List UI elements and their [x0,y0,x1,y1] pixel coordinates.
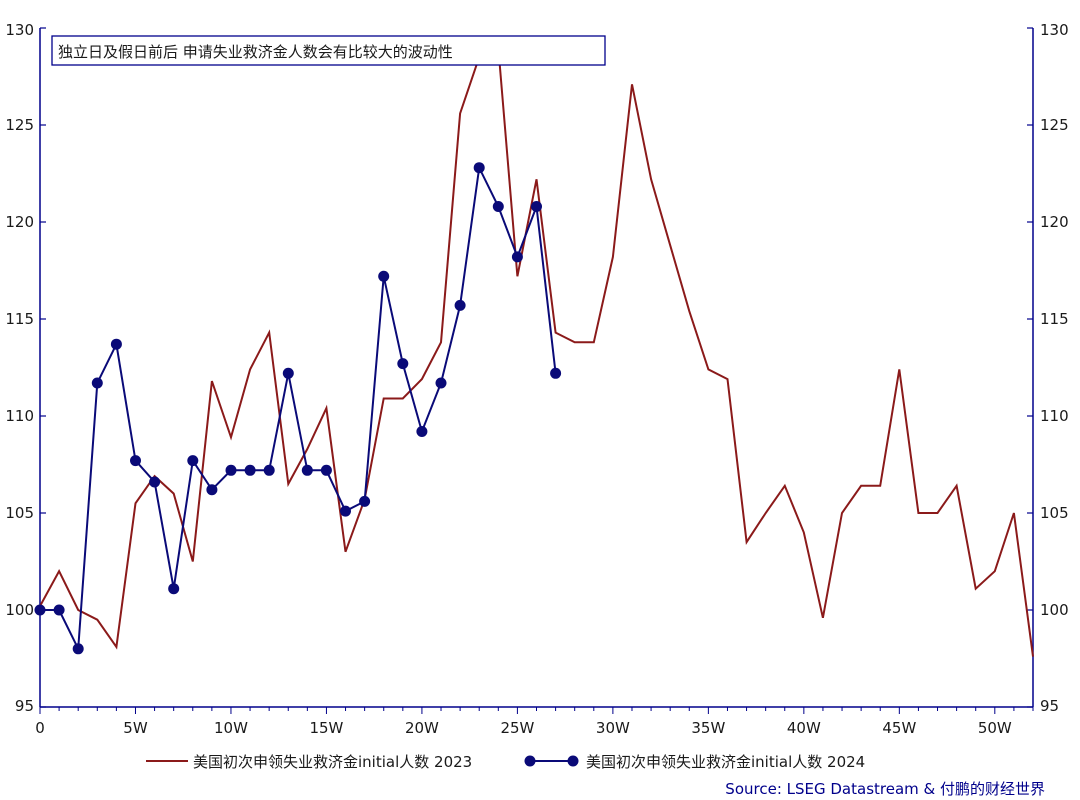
series-2024-point [454,299,466,311]
series-2024-point [550,367,562,379]
y-tick-label-left: 100 [5,601,34,619]
legend-swatch-2024-marker-left [524,755,536,767]
series-2023 [39,45,1034,657]
x-tick-label: 10W [214,719,248,737]
y-tick-label-right: 130 [1040,21,1069,39]
series-2024-point [378,270,390,282]
series-2024-point [225,464,237,476]
series-2024-point [168,583,180,595]
y-tick-label-right: 100 [1040,601,1069,619]
x-tick-label: 0 [35,719,45,737]
series-2024-point [511,251,523,263]
x-tick-label: 50W [978,719,1012,737]
series-2024-point [130,455,141,467]
x-tick-label: 40W [787,719,821,737]
series-2024-point [473,162,485,174]
series-2024-point [416,426,428,437]
x-tick-label: 45W [882,719,916,737]
source-note: Source: LSEG Datastream & 付鹏的财经世界 [725,780,1045,798]
series-2024-point [320,464,332,476]
x-tick-label: 15W [309,719,343,737]
series-2024-point [359,495,371,507]
series-2024-point [397,358,409,370]
x-tick-label: 25W [500,719,534,737]
tick-group: 95 95 100 100 105 105 110 110 115 115 120 120 125 125… [5,21,1068,737]
x-tick-label: 35W [691,719,725,737]
y-tick-label-left: 125 [5,116,34,134]
y-tick-label-right: 120 [1040,213,1069,231]
series-2024-point [187,455,199,467]
chart-title-box: 独立日及假日前后 申请失业救济金人数会有比较大的波动性 [51,35,606,66]
series-2024-point [531,201,542,212]
series-2024-point [435,377,447,389]
y-tick-label-left: 105 [5,504,34,522]
series-layer [34,45,1034,657]
legend-label-2023: 美国初次申领失业救济金initial人数 2023 [193,753,472,771]
y-tick-label-right: 115 [1040,310,1069,328]
title-frame [51,35,606,66]
chart-title: 独立日及假日前后 申请失业救济金人数会有比较大的波动性 [58,43,453,61]
series-2024-point [206,484,218,496]
y-tick-label-left: 120 [5,213,34,231]
y-tick-label-right: 95 [1040,697,1059,715]
series-2024-point [492,201,504,212]
series-2024-point [244,464,256,476]
series-2024-point [263,464,275,476]
series-2024-point [149,476,161,488]
series-2024-point [34,604,46,616]
series-2024-line [40,164,557,653]
y-tick-label-left: 130 [5,21,34,39]
x-tick-label: 20W [405,719,439,737]
y-tick-label-left: 115 [5,310,34,328]
x-tick-label: 30W [596,719,630,737]
legend-swatch-2024-marker-right [567,755,579,767]
y-tick-label-right: 105 [1040,504,1069,522]
series-2024-point [340,505,351,517]
series-2024-point [301,464,313,476]
y-tick-label-left: 95 [15,697,34,715]
y-tick-label-left: 110 [5,407,34,425]
series-2024 [34,162,562,655]
axes [39,28,1034,708]
series-2023-line [39,45,1034,657]
series-2024-point [282,367,294,379]
legend-label-2024: 美国初次申领失业救济金initial人数 2024 [586,753,865,771]
y-tick-label-right: 125 [1040,116,1069,134]
x-tick-label: 5W [123,719,148,737]
series-2024-point [72,643,84,655]
series-2024-point [110,338,122,350]
y-tick-label-right: 110 [1040,407,1069,425]
series-2024-point [53,604,65,616]
legend: 美国初次申领失业救济金initial人数 2023 美国初次申领失业救济金ini… [146,753,865,771]
series-2024-point [91,377,103,389]
